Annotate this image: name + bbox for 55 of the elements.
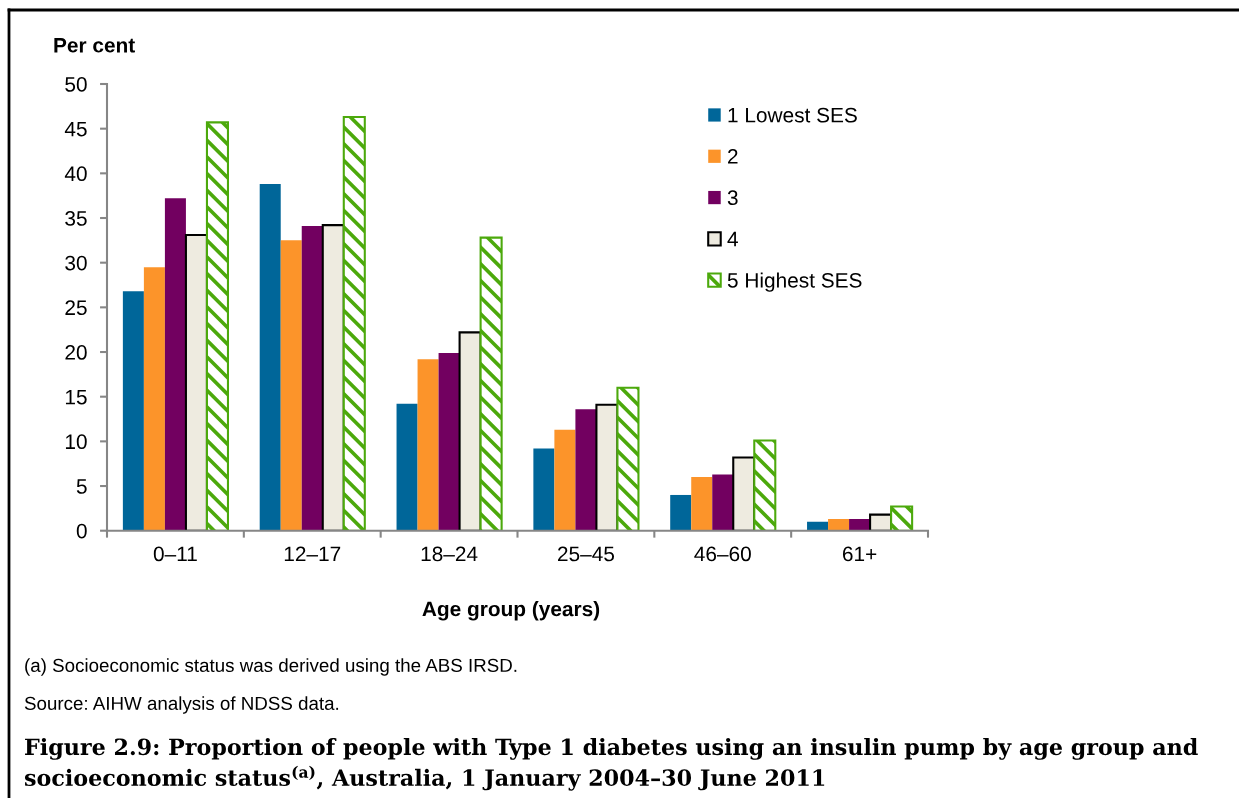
bar [458, 331, 482, 531]
bar [753, 439, 777, 531]
bar [280, 240, 302, 531]
x-tick-label: 12–17 [284, 546, 341, 562]
bar [849, 519, 871, 531]
x-tick-label: 61+ [842, 546, 877, 562]
y-axis-title: Per cent [54, 38, 135, 53]
bar [205, 121, 229, 531]
bar [575, 409, 597, 531]
text: (a) Socioeconomic status was derived using the ABS IRSD. [25, 658, 517, 676]
y-tick-label: 10 [65, 434, 87, 450]
y-tick-label: 25 [65, 300, 87, 316]
bar [259, 184, 281, 531]
source-note: Source: AIHW analysis of NDSS data. [24, 696, 339, 714]
y-tick-label: 5 [76, 479, 87, 494]
legend-label: 5 Highest SES [727, 272, 862, 292]
bar [616, 386, 640, 531]
y-tick-label: 30 [65, 255, 87, 271]
x-tick-label: 46–60 [694, 546, 751, 562]
x-tick-label: 18–24 [421, 546, 478, 562]
y-tick-label: 45 [64, 121, 87, 137]
y-tick-label: 35 [65, 211, 87, 226]
legend-label: 1 Lowest SES [728, 107, 857, 123]
bar [732, 456, 756, 531]
y-tick-label: 15 [65, 389, 87, 405]
bar [321, 224, 345, 531]
legend-label: 3 [727, 190, 738, 206]
bar [396, 403, 418, 531]
y-tick-label: 20 [65, 345, 87, 360]
bar [479, 236, 503, 531]
bar [301, 226, 323, 531]
x-tick-label: 25–45 [558, 546, 615, 562]
bar [670, 494, 692, 531]
bar [417, 359, 439, 531]
x-axis-title: Age group (years) [422, 601, 600, 621]
bar [184, 233, 208, 531]
y-tick-label: 40 [64, 166, 87, 182]
y-tick-label: 50 [65, 77, 87, 92]
y-tick-label: 0 [76, 523, 87, 539]
legend-label: 4 [727, 231, 738, 247]
text: Figure 2.9: Proportion of people with Type 1 diabetes using an insulin pump by age group and socioeconomic status$^{(a)}$, Australia, 1 January 2004–30 June 2011 [24, 738, 1198, 791]
bar [342, 116, 366, 531]
x-tick-label: 0–11 [153, 546, 197, 562]
legend-label: 2 [728, 149, 738, 164]
bar [712, 474, 734, 531]
bar [438, 352, 460, 531]
bar [122, 291, 144, 531]
bar [890, 505, 914, 531]
bar [691, 477, 713, 531]
bar [143, 267, 165, 531]
bar [595, 403, 619, 531]
bar [533, 448, 555, 531]
bar [164, 198, 186, 531]
bar [554, 429, 576, 531]
bar [828, 519, 850, 531]
